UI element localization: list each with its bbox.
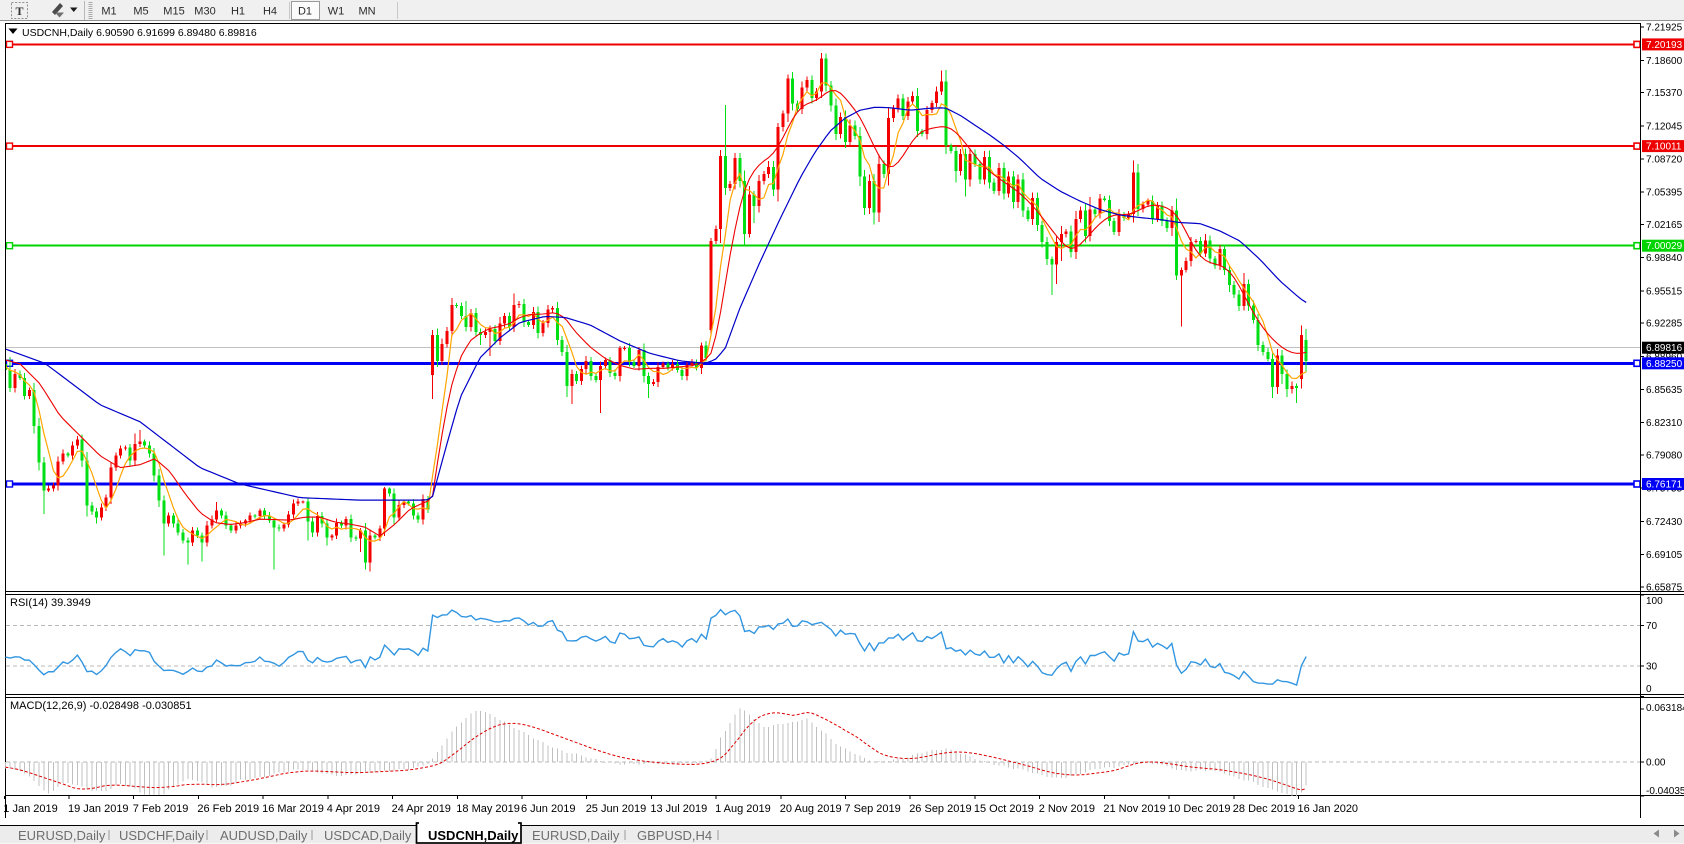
svg-text:6.76171: 6.76171 xyxy=(1646,480,1683,491)
svg-text:7 Sep 2019: 7 Sep 2019 xyxy=(845,803,901,815)
svg-text:1 Aug 2019: 1 Aug 2019 xyxy=(715,803,771,815)
svg-text:2 Nov 2019: 2 Nov 2019 xyxy=(1039,803,1095,815)
svg-text:M5: M5 xyxy=(133,6,148,18)
svg-text:0.063184: 0.063184 xyxy=(1646,703,1684,714)
svg-text:21 Nov 2019: 21 Nov 2019 xyxy=(1103,803,1165,815)
svg-text:7.00029: 7.00029 xyxy=(1646,241,1683,252)
svg-text:7.08720: 7.08720 xyxy=(1646,155,1683,166)
svg-text:6.69105: 6.69105 xyxy=(1646,550,1683,561)
svg-text:M1: M1 xyxy=(101,6,116,18)
svg-text:6.98840: 6.98840 xyxy=(1646,253,1683,264)
svg-text:6.65875: 6.65875 xyxy=(1646,582,1683,593)
svg-text:EURUSD,Daily: EURUSD,Daily xyxy=(18,828,106,843)
svg-text:7.05395: 7.05395 xyxy=(1646,188,1683,199)
svg-text:6.79080: 6.79080 xyxy=(1646,450,1683,461)
svg-text:USDCNH,Daily: USDCNH,Daily xyxy=(428,828,519,843)
svg-text:19 Jan 2019: 19 Jan 2019 xyxy=(68,803,129,815)
svg-text:T: T xyxy=(15,4,23,18)
svg-text:0: 0 xyxy=(1646,684,1652,695)
svg-text:7.18600: 7.18600 xyxy=(1646,56,1683,67)
svg-text:70: 70 xyxy=(1646,621,1658,632)
svg-text:16 Mar 2019: 16 Mar 2019 xyxy=(262,803,324,815)
svg-text:D1: D1 xyxy=(298,6,312,18)
svg-text:6.92285: 6.92285 xyxy=(1646,319,1683,330)
svg-text:28 Dec 2019: 28 Dec 2019 xyxy=(1233,803,1295,815)
svg-text:0.00: 0.00 xyxy=(1646,758,1666,769)
svg-text:W1: W1 xyxy=(328,6,345,18)
svg-text:AUDUSD,Daily: AUDUSD,Daily xyxy=(220,828,308,843)
svg-text:4 Apr 2019: 4 Apr 2019 xyxy=(327,803,380,815)
svg-text:M15: M15 xyxy=(163,6,184,18)
svg-text:1 Jan 2019: 1 Jan 2019 xyxy=(3,803,57,815)
svg-text:30: 30 xyxy=(1646,662,1658,673)
svg-text:13 Jul 2019: 13 Jul 2019 xyxy=(650,803,707,815)
svg-text:MACD(12,26,9) -0.028498 -0.030: MACD(12,26,9) -0.028498 -0.030851 xyxy=(10,700,192,712)
svg-text:USDCHF,Daily: USDCHF,Daily xyxy=(119,828,205,843)
svg-text:20 Aug 2019: 20 Aug 2019 xyxy=(780,803,842,815)
svg-text:6.88250: 6.88250 xyxy=(1646,359,1683,370)
svg-text:MN: MN xyxy=(358,6,375,18)
svg-text:7 Feb 2019: 7 Feb 2019 xyxy=(133,803,189,815)
svg-text:H1: H1 xyxy=(231,6,245,18)
svg-text:100: 100 xyxy=(1646,596,1663,607)
svg-text:USDCNH,Daily 6.90590 6.91699: USDCNH,Daily 6.90590 6.91699 6.89480 6.8… xyxy=(22,27,257,39)
svg-text:7.10011: 7.10011 xyxy=(1646,142,1682,153)
svg-text:M30: M30 xyxy=(194,6,215,18)
svg-text:EURUSD,Daily: EURUSD,Daily xyxy=(532,828,620,843)
svg-text:6 Jun 2019: 6 Jun 2019 xyxy=(521,803,575,815)
svg-text:6.89816: 6.89816 xyxy=(1646,343,1683,354)
svg-text:7.21925: 7.21925 xyxy=(1646,23,1683,34)
svg-text:15 Oct 2019: 15 Oct 2019 xyxy=(974,803,1034,815)
svg-text:RSI(14) 39.3949: RSI(14) 39.3949 xyxy=(10,597,91,609)
svg-text:6.85635: 6.85635 xyxy=(1646,385,1683,396)
svg-text:-0.040355: -0.040355 xyxy=(1646,786,1684,797)
svg-text:GBPUSD,H4: GBPUSD,H4 xyxy=(637,828,712,843)
svg-text:26 Sep 2019: 26 Sep 2019 xyxy=(909,803,971,815)
svg-text:6.72430: 6.72430 xyxy=(1646,517,1683,528)
svg-text:7.15370: 7.15370 xyxy=(1646,88,1683,99)
svg-text:H4: H4 xyxy=(263,6,277,18)
svg-text:6.82310: 6.82310 xyxy=(1646,418,1683,429)
svg-text:7.20193: 7.20193 xyxy=(1646,40,1683,51)
svg-text:25 Jun 2019: 25 Jun 2019 xyxy=(586,803,647,815)
svg-text:7.02165: 7.02165 xyxy=(1646,220,1683,231)
svg-text:10 Dec 2019: 10 Dec 2019 xyxy=(1168,803,1230,815)
svg-text:16 Jan 2020: 16 Jan 2020 xyxy=(1298,803,1359,815)
svg-text:6.95515: 6.95515 xyxy=(1646,286,1683,297)
svg-text:26 Feb 2019: 26 Feb 2019 xyxy=(197,803,259,815)
svg-text:7.12045: 7.12045 xyxy=(1646,121,1683,132)
svg-text:24 Apr 2019: 24 Apr 2019 xyxy=(392,803,451,815)
svg-text:18 May 2019: 18 May 2019 xyxy=(456,803,520,815)
svg-text:USDCAD,Daily: USDCAD,Daily xyxy=(324,828,412,843)
